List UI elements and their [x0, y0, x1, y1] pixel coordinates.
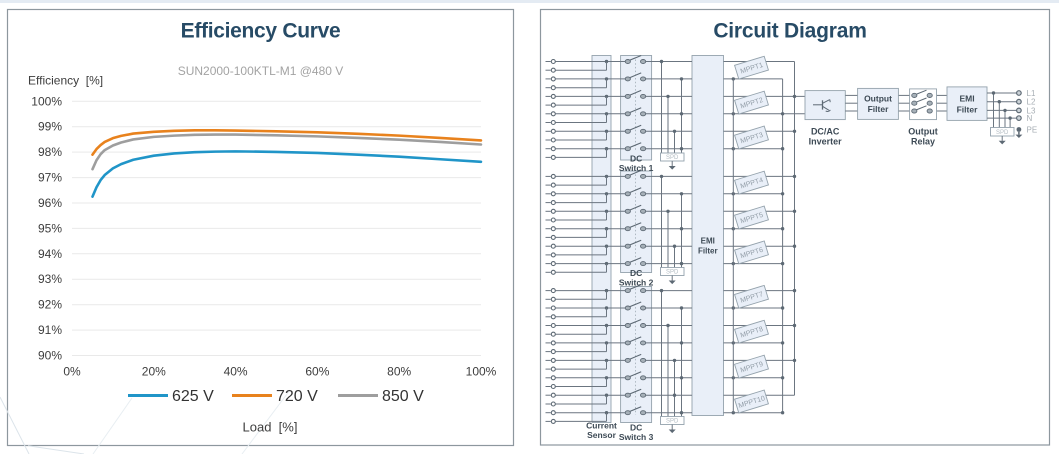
- svg-text:Relay: Relay: [911, 137, 935, 147]
- svg-text:SPD: SPD: [666, 270, 679, 276]
- svg-text:80%: 80%: [387, 365, 411, 379]
- svg-text:91%: 91%: [38, 323, 62, 337]
- svg-text:DC: DC: [630, 268, 642, 278]
- svg-text:96%: 96%: [38, 196, 62, 210]
- svg-text:99%: 99%: [38, 120, 62, 134]
- svg-text:PE: PE: [1027, 126, 1038, 135]
- svg-text:Sensor: Sensor: [587, 430, 617, 440]
- svg-text:Filter: Filter: [868, 104, 889, 114]
- svg-text:0%: 0%: [63, 365, 81, 379]
- svg-text:Efficiency [%]: Efficiency [%]: [28, 74, 103, 88]
- svg-text:100%: 100%: [31, 94, 62, 108]
- svg-text:100%: 100%: [466, 365, 497, 379]
- svg-text:20%: 20%: [142, 365, 166, 379]
- svg-text:90%: 90%: [38, 349, 62, 363]
- svg-text:98%: 98%: [38, 145, 62, 159]
- svg-text:Output: Output: [864, 94, 892, 104]
- svg-text:Current: Current: [586, 421, 617, 431]
- svg-text:95%: 95%: [38, 221, 62, 235]
- svg-text:97%: 97%: [38, 171, 62, 185]
- svg-text:Filter: Filter: [957, 105, 978, 115]
- svg-text:Efficiency Curve: Efficiency Curve: [181, 20, 341, 43]
- svg-text:SUN2000-100KTL-M1 @480 V: SUN2000-100KTL-M1 @480 V: [178, 64, 344, 78]
- svg-text:Filter: Filter: [698, 247, 718, 256]
- svg-text:EMI: EMI: [701, 237, 715, 246]
- svg-text:Switch 3: Switch 3: [619, 432, 654, 442]
- svg-text:L1: L1: [1027, 89, 1036, 98]
- svg-text:92%: 92%: [38, 298, 62, 312]
- svg-text:Switch 1: Switch 1: [619, 163, 654, 173]
- svg-text:DC/AC: DC/AC: [811, 127, 840, 137]
- svg-text:Load [%]: Load [%]: [243, 420, 298, 435]
- svg-text:DC: DC: [630, 423, 642, 433]
- svg-text:DC: DC: [630, 154, 642, 164]
- svg-text:N: N: [1027, 114, 1033, 123]
- svg-text:SPD: SPD: [996, 130, 1009, 136]
- svg-text:850 V: 850 V: [382, 388, 424, 405]
- svg-text:SPD: SPD: [666, 155, 679, 161]
- svg-text:Switch 2: Switch 2: [619, 278, 654, 288]
- svg-text:93%: 93%: [38, 272, 62, 286]
- svg-text:40%: 40%: [224, 365, 248, 379]
- svg-text:Inverter: Inverter: [809, 137, 843, 147]
- svg-text:Circuit Diagram: Circuit Diagram: [713, 20, 866, 43]
- svg-text:625 V: 625 V: [172, 388, 214, 405]
- svg-text:L2: L2: [1027, 98, 1036, 107]
- svg-text:EMI: EMI: [959, 94, 974, 104]
- svg-text:720 V: 720 V: [276, 388, 318, 405]
- svg-text:SPD: SPD: [666, 419, 679, 425]
- svg-text:60%: 60%: [305, 365, 329, 379]
- svg-text:Output: Output: [908, 127, 938, 137]
- svg-text:94%: 94%: [38, 247, 62, 261]
